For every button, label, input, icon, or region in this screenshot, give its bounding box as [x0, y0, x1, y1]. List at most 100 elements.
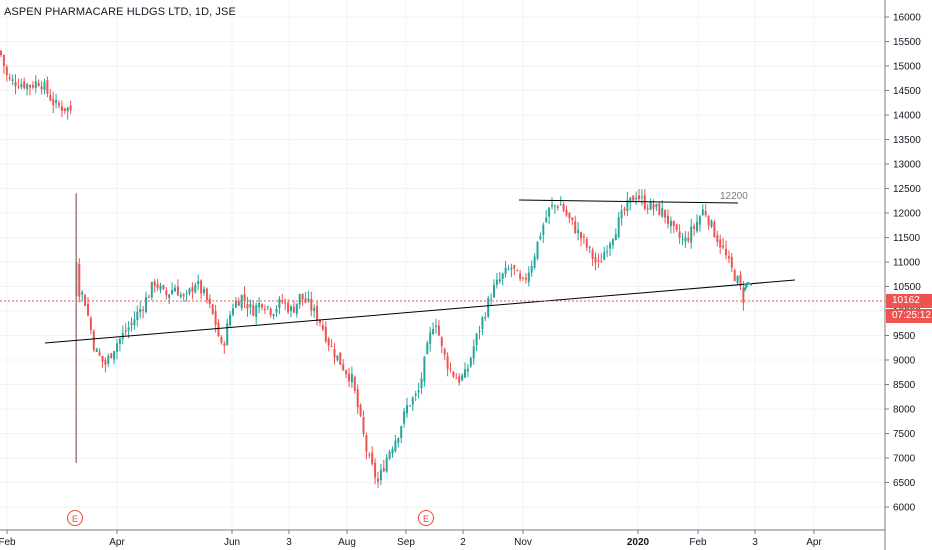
candle-body	[629, 197, 632, 203]
candle-body	[377, 478, 379, 482]
candle-body	[733, 269, 736, 281]
candle-body	[701, 209, 704, 216]
candle-body	[562, 204, 565, 211]
candle-body	[693, 226, 696, 229]
candle-body	[246, 303, 249, 309]
price-axis[interactable]: 16000 15500 15000 14500 14000 13500 13000 12500…	[884, 0, 921, 550]
candle-body	[113, 351, 116, 360]
time-tick-label: Apr	[109, 537, 125, 548]
resistance-line[interactable]	[518, 199, 739, 204]
candle-body	[37, 83, 40, 86]
candle-body	[240, 295, 243, 309]
candle-body	[611, 239, 614, 246]
time-tick-label: 2	[460, 537, 466, 548]
candle-body	[495, 279, 498, 285]
candle-body	[374, 462, 377, 478]
candle-body	[284, 302, 287, 304]
candle-body	[130, 322, 133, 325]
time-axis[interactable]: Feb Apr Jun 3 Aug Sep 2 Nov 2020 Feb 3 Apr	[0, 529, 885, 548]
candle-body	[136, 311, 139, 320]
candle-body	[704, 211, 707, 216]
earnings-marker[interactable]: E	[67, 510, 83, 526]
earnings-marker[interactable]: E	[418, 510, 434, 526]
time-tick-label: 2020	[627, 537, 650, 548]
candle-body	[162, 285, 165, 289]
candle-body	[400, 426, 403, 439]
candle-body	[687, 238, 690, 241]
candle-body	[81, 292, 84, 295]
candle-body	[510, 267, 513, 270]
candle-body	[585, 239, 588, 248]
candle-body	[678, 231, 681, 238]
candle-body	[98, 351, 101, 356]
candle-body	[237, 301, 240, 306]
candle-body	[620, 210, 623, 219]
candle-body	[133, 319, 136, 326]
candle-body	[591, 249, 594, 259]
candle-body	[0, 50, 2, 56]
candle-body	[707, 216, 710, 226]
price-tick-label: 6500	[893, 478, 916, 489]
candle-body	[229, 314, 232, 326]
time-tick-label: Aug	[338, 537, 356, 548]
candle-body	[220, 337, 223, 343]
candle-body	[55, 100, 58, 104]
candle-body	[359, 405, 362, 416]
candle-body	[327, 338, 330, 346]
chart-grid	[0, 0, 885, 530]
candle-body	[368, 454, 371, 456]
candle-body	[588, 246, 591, 248]
candle-body	[281, 300, 284, 302]
candle-body	[258, 302, 261, 308]
candle-body	[582, 236, 585, 238]
candle-body	[382, 468, 385, 472]
candle-body	[63, 108, 66, 111]
candle-body	[655, 204, 658, 208]
candle-body	[736, 276, 739, 284]
support-trendline[interactable]	[44, 279, 796, 344]
candle-body	[11, 79, 14, 82]
candle-body	[420, 378, 423, 389]
candle-body	[617, 217, 620, 237]
candle-body	[559, 204, 562, 206]
candle-body	[234, 301, 237, 308]
candle-body	[571, 217, 574, 221]
candle-body	[321, 325, 324, 330]
candle-body	[46, 80, 49, 94]
candle-body	[278, 298, 281, 308]
last-price-label: 10162	[886, 294, 932, 308]
candle-body	[727, 256, 730, 259]
candle-body	[658, 203, 661, 216]
candle-body	[603, 252, 606, 260]
candle-body	[458, 376, 461, 383]
candle-body	[313, 307, 316, 312]
candle-body	[226, 323, 229, 346]
candle-body	[371, 452, 374, 465]
price-tick-label: 10500	[893, 282, 921, 293]
candle-body	[92, 331, 95, 350]
candle-body	[266, 306, 269, 308]
candle-body	[66, 107, 69, 112]
candle-body	[536, 241, 539, 259]
price-tick-label: 8000	[893, 405, 916, 416]
candle-body	[681, 239, 684, 241]
candle-body	[487, 297, 490, 317]
candle-body	[397, 438, 400, 443]
candle-body	[200, 280, 203, 294]
candle-body	[58, 102, 60, 106]
candle-body	[551, 204, 553, 207]
candle-body	[214, 311, 217, 325]
candle-body	[646, 208, 649, 210]
candle-body	[493, 284, 495, 298]
price-tick-label: 8500	[893, 380, 916, 391]
candle-body	[632, 195, 635, 201]
candle-body	[8, 77, 11, 79]
drawing-layer[interactable]: 12200	[0, 191, 885, 344]
candle-body	[29, 84, 31, 88]
price-tick-label: 16000	[893, 13, 921, 24]
candle-body	[179, 294, 182, 297]
price-tick-label: 11000	[893, 258, 921, 269]
candle-body	[168, 294, 171, 298]
candle-body	[530, 266, 533, 273]
